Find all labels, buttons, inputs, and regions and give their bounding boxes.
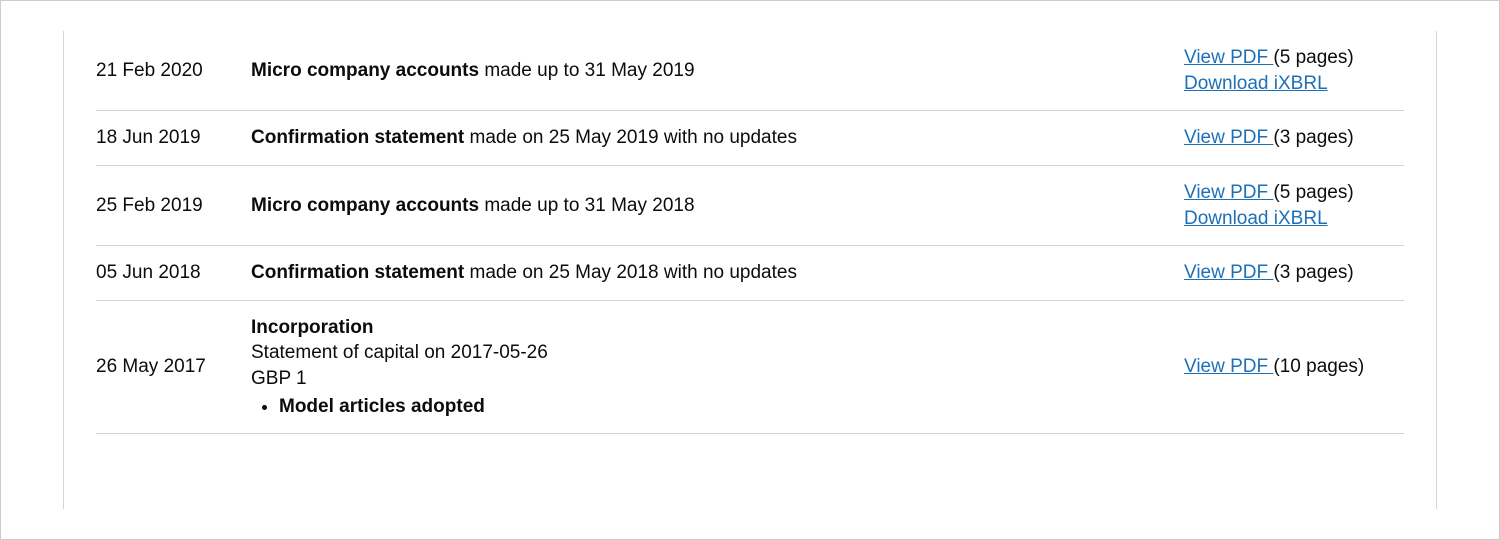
download-ixbrl-link[interactable]: Download iXBRL [1184, 73, 1328, 94]
filing-date: 26 May 2017 [96, 300, 251, 434]
filing-actions: View PDF (10 pages) [1184, 300, 1404, 434]
table-row: 25 Feb 2019 Micro company accounts made … [96, 165, 1404, 245]
filing-description-bold: Incorporation [251, 315, 1184, 341]
view-pdf-link[interactable]: View PDF [1184, 356, 1273, 377]
filing-description: Confirmation statement made on 25 May 20… [251, 246, 1184, 301]
filing-description-rest: made on 25 May 2018 with no updates [464, 262, 797, 283]
table-row: 26 May 2017 Incorporation Statement of c… [96, 300, 1404, 434]
filing-actions: View PDF (3 pages) [1184, 246, 1404, 301]
filing-description: Confirmation statement made on 25 May 20… [251, 111, 1184, 166]
filing-actions: View PDF (3 pages) [1184, 111, 1404, 166]
filing-history-table: 21 Feb 2020 Micro company accounts made … [96, 31, 1404, 434]
view-pdf-link[interactable]: View PDF [1184, 127, 1273, 148]
view-pdf-link[interactable]: View PDF [1184, 47, 1273, 68]
screenshot-frame: 21 Feb 2020 Micro company accounts made … [0, 0, 1500, 540]
filing-description-rest: made up to 31 May 2019 [479, 60, 694, 81]
pages-count: (5 pages) [1273, 47, 1353, 68]
filing-description-list: Model articles adopted [251, 394, 1184, 420]
table-row: 21 Feb 2020 Micro company accounts made … [96, 31, 1404, 111]
filing-date: 18 Jun 2019 [96, 111, 251, 166]
view-pdf-link[interactable]: View PDF [1184, 262, 1273, 283]
download-ixbrl-link[interactable]: Download iXBRL [1184, 208, 1328, 229]
filing-description-bold: Micro company accounts [251, 60, 479, 81]
filing-description-bold: Micro company accounts [251, 195, 479, 216]
filing-description-rest: made on 25 May 2019 with no updates [464, 127, 797, 148]
filing-description: Micro company accounts made up to 31 May… [251, 165, 1184, 245]
filing-date: 25 Feb 2019 [96, 165, 251, 245]
pages-count: (3 pages) [1273, 262, 1353, 283]
content-panel: 21 Feb 2020 Micro company accounts made … [63, 31, 1437, 509]
pages-count: (3 pages) [1273, 127, 1353, 148]
pages-count: (5 pages) [1273, 182, 1353, 203]
filing-date: 21 Feb 2020 [96, 31, 251, 111]
filing-description: Incorporation Statement of capital on 20… [251, 300, 1184, 434]
filing-description-bullet: Model articles adopted [279, 394, 1184, 420]
filing-description-sub: Statement of capital on 2017-05-26 [251, 340, 1184, 366]
filing-description-sub: GBP 1 [251, 366, 1184, 392]
view-pdf-link[interactable]: View PDF [1184, 182, 1273, 203]
filing-description-bold: Confirmation statement [251, 262, 464, 283]
filing-description-rest: made up to 31 May 2018 [479, 195, 694, 216]
pages-count: (10 pages) [1273, 356, 1364, 377]
table-row: 18 Jun 2019 Confirmation statement made … [96, 111, 1404, 166]
filing-date: 05 Jun 2018 [96, 246, 251, 301]
filing-actions: View PDF (5 pages) Download iXBRL [1184, 165, 1404, 245]
filing-description-bold: Confirmation statement [251, 127, 464, 148]
table-row: 05 Jun 2018 Confirmation statement made … [96, 246, 1404, 301]
filing-description: Micro company accounts made up to 31 May… [251, 31, 1184, 111]
filing-actions: View PDF (5 pages) Download iXBRL [1184, 31, 1404, 111]
